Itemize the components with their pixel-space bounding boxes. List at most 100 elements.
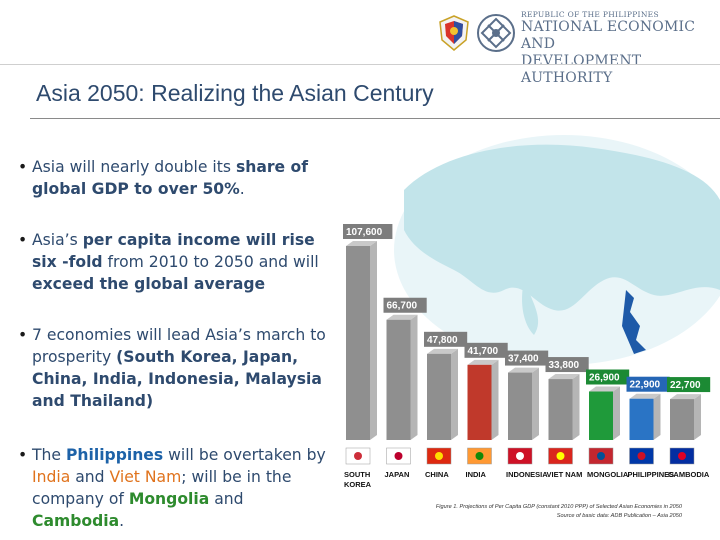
bullet-dot: • [18, 231, 28, 249]
bar-indonesia [508, 372, 532, 440]
bullet-text: . [119, 512, 125, 530]
figure-caption: Figure 1. Projections of Per Capita GDP … [380, 503, 682, 521]
cambodia-flag-icon-emblem [678, 452, 686, 460]
value-label-philippines: 22,900 [630, 380, 661, 391]
bar-philippines [629, 398, 654, 440]
bullet-vietnam-label: Viet Nam [109, 468, 182, 486]
bar-top-india [467, 359, 499, 365]
bar-india [467, 364, 492, 440]
bar-side-mongolia [613, 386, 620, 440]
india-flag-icon-emblem [475, 452, 484, 460]
bullet-philippines: • The Philippines will be overtaken by I… [18, 444, 336, 532]
category-label-south-korea: KOREA [344, 480, 372, 489]
bar-side-india [491, 359, 499, 440]
bar-japan [386, 319, 411, 440]
bullet-emphasis: (South Korea, Japan, China, India, Indon… [32, 348, 322, 410]
value-label-south-korea: 107,600 [346, 227, 383, 238]
bullet-text: ; will be in the company of [32, 468, 292, 508]
category-label-philippines: PHILIPPINES [628, 470, 675, 479]
bar-side-south-korea [370, 241, 377, 440]
bullet-text: and [209, 490, 244, 508]
category-label-cambodia: CAMBODIA [668, 470, 710, 479]
neda-logo-icon [477, 14, 515, 52]
category-label-mongolia: MONGOLIA [587, 470, 629, 479]
bullet-per-capita: • Asia’s per capita income will rise six… [18, 229, 336, 295]
caption-source: Source of basic data: ADB Publication – … [556, 513, 682, 519]
header-divider [0, 64, 720, 65]
bar-side-indonesia [532, 367, 539, 440]
asia-map-background [394, 135, 720, 365]
vietnam-flag-icon-emblem [556, 452, 565, 460]
bar-viet-nam [548, 379, 573, 440]
bullet-emphasis: per capita income will rise six -fold [32, 231, 315, 271]
bullet-text: and [70, 468, 110, 486]
org-name-line1: NATIONAL ECONOMIC AND [521, 19, 696, 52]
bar-top-japan [386, 314, 418, 320]
bar-side-philippines [653, 393, 661, 440]
value-label-mongolia: 26,900 [589, 373, 620, 384]
indonesia-flag-icon-emblem [516, 452, 524, 460]
bar-south-korea [346, 246, 370, 440]
south-korea-flag-icon-emblem [354, 452, 362, 460]
bar-top-china [427, 348, 458, 354]
value-label-bg-south-korea [343, 224, 393, 239]
bar-top-philippines [629, 393, 661, 399]
bullet-text: from 2010 to 2050 and will [102, 253, 319, 271]
bullet-dot: • [18, 158, 28, 176]
org-name: REPUBLIC OF THE PHILIPPINES NATIONAL ECO… [521, 10, 720, 87]
value-label-japan: 66,700 [387, 301, 418, 312]
category-label-south-korea: SOUTH [344, 470, 370, 479]
value-label-bg-indonesia [505, 350, 549, 366]
value-label-indonesia: 37,400 [508, 354, 539, 365]
china-flag-icon-emblem [435, 452, 443, 460]
philippines-map-highlight [622, 290, 646, 354]
bullet-dot: • [18, 326, 28, 344]
org-name-line2: DEVELOPMENT AUTHORITY [521, 53, 642, 86]
bullet-mongolia-label: Mongolia [128, 490, 210, 508]
bullet-text: . [239, 180, 245, 198]
bullet-text: The [32, 446, 66, 464]
value-label-bg-mongolia [586, 369, 630, 385]
bar-china [427, 353, 451, 440]
bullet-seven-economies: • 7 economies will lead Asia’s march to … [18, 324, 336, 412]
value-label-bg-philippines [626, 376, 670, 392]
value-label-cambodia: 22,700 [670, 380, 701, 391]
mongolia-flag-icon-emblem [597, 452, 605, 460]
value-label-bg-india [464, 342, 508, 358]
bullet-text: 7 economies will lead Asia’s march to pr… [32, 326, 326, 366]
bar-top-south-korea [346, 241, 377, 246]
bullet-text: Asia’s [32, 231, 83, 249]
org-country: REPUBLIC OF THE PHILIPPINES [521, 10, 659, 19]
bullet-india-label: India [32, 468, 71, 486]
bullet-text: will be overtaken by [163, 446, 326, 464]
category-label-japan: JAPAN [385, 470, 410, 479]
category-label-india: INDIA [466, 470, 487, 479]
bar-top-mongolia [589, 386, 620, 392]
value-label-bg-china [424, 331, 468, 347]
bar-top-indonesia [508, 367, 539, 373]
philippines-flag-icon-emblem [637, 452, 646, 460]
bar-top-viet-nam [548, 374, 580, 380]
bar-side-cambodia [694, 394, 701, 440]
bar-cambodia [670, 399, 694, 440]
category-label-indonesia: INDONESIA [506, 470, 548, 479]
bullet-gdp-share: • Asia will nearly double its share of g… [18, 156, 336, 200]
value-label-bg-viet-nam [545, 357, 589, 373]
bullet-text: Asia will nearly double its [32, 158, 236, 176]
philippine-seal-icon [439, 15, 469, 51]
value-label-china: 47,800 [427, 335, 458, 346]
bar-side-japan [410, 314, 418, 440]
japan-flag-icon-emblem [394, 452, 403, 460]
bullet-dot: • [18, 446, 28, 464]
bar-top-cambodia [670, 394, 701, 400]
caption-figure-title: Figure 1. Projections of Per Capita GDP … [435, 504, 682, 510]
bullet-emphasis: exceed the global average [32, 275, 266, 293]
bar-side-china [451, 348, 458, 440]
category-label-china: CHINA [425, 470, 449, 479]
value-label-india: 41,700 [468, 346, 499, 357]
slide-title: Asia 2050: Realizing the Asian Century [36, 80, 434, 106]
bullet-emphasis: share of global GDP to over 50% [32, 158, 309, 198]
bullet-cambodia-label: Cambodia [32, 512, 120, 530]
